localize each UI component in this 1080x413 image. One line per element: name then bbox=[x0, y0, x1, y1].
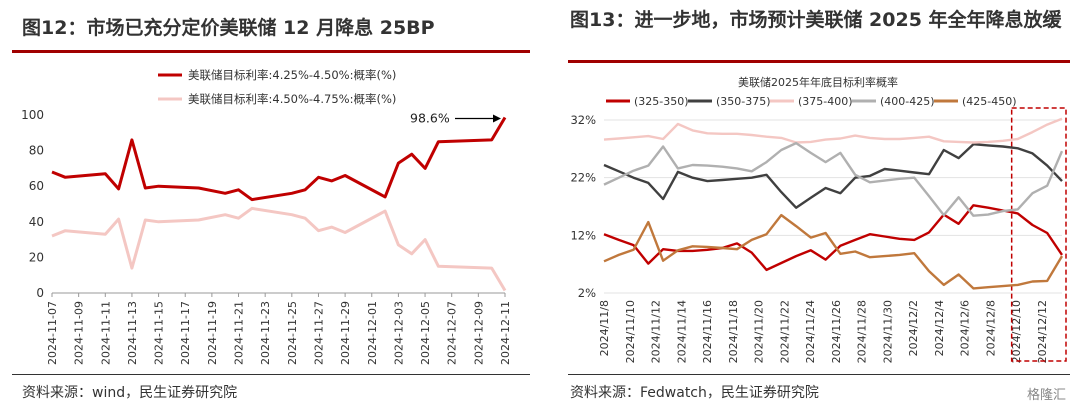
annotation-arrowhead bbox=[493, 114, 501, 123]
x-tick-label: 2024/11/28 bbox=[856, 300, 869, 363]
series-line-5 bbox=[603, 213, 1064, 290]
legend-label: (425-450) bbox=[962, 95, 1017, 108]
y-tick-label: 100 bbox=[21, 108, 44, 122]
x-tick-label: 2024-11-19 bbox=[206, 301, 219, 365]
x-tick-label: 2024/11/26 bbox=[830, 300, 843, 363]
x-tick-label: 2024/12/6 bbox=[959, 300, 972, 356]
title-rule bbox=[12, 50, 530, 53]
x-tick-label: 2024-11-23 bbox=[259, 301, 272, 365]
x-tick-label: 2024-11-11 bbox=[99, 301, 112, 365]
legend-label: 美联储目标利率:4.50%-4.75%:概率(%) bbox=[188, 92, 396, 106]
probability-line-chart: 美联储目标利率:4.25%-4.50%:概率(%) 美联储目标利率:4.50%-4… bbox=[21, 68, 512, 365]
y-tick-label: 20 bbox=[29, 250, 44, 264]
x-tick-label: 2024/11/12 bbox=[650, 300, 663, 363]
x-tick-label: 2024/12/2 bbox=[907, 300, 920, 356]
legend-label: (375-400) bbox=[798, 95, 853, 108]
series-line-2 bbox=[51, 206, 507, 292]
annotation-label: 98.6% bbox=[410, 110, 450, 125]
x-tick-label: 2024/11/10 bbox=[624, 300, 637, 363]
x-tick-label: 2024-11-25 bbox=[286, 301, 299, 365]
x-tick-label: 2024-12-05 bbox=[419, 301, 432, 365]
series-line-2 bbox=[603, 143, 1063, 209]
y-tick-label: 2% bbox=[578, 286, 596, 300]
x-tick-label: 2024/12/10 bbox=[1010, 300, 1023, 363]
x-tick-label: 2024-11-09 bbox=[73, 301, 86, 365]
x-tick-label: 2024-11-15 bbox=[153, 301, 166, 365]
source-note: 资料来源：Fedwatch，民生证券研究院 bbox=[570, 385, 819, 401]
panel-title: 图12：市场已充分定价美联储 12 月降息 25BP bbox=[22, 17, 435, 39]
x-tick-label: 2024/12/8 bbox=[984, 300, 997, 356]
x-tick-label: 2024-11-29 bbox=[339, 301, 352, 365]
x-tick-label: 2024/11/20 bbox=[753, 300, 766, 363]
panel-right: 图13：进一步地，市场预计美联储 2025 年全年降息放缓 美联储2025年年底… bbox=[556, 0, 1080, 413]
legend-label: 美联储目标利率:4.25%-4.50%:概率(%) bbox=[188, 68, 396, 82]
x-tick-label: 2024/12/4 bbox=[933, 300, 946, 356]
legend-label: (325-350) bbox=[634, 95, 689, 108]
chart-title: 美联储2025年年底目标利率概率 bbox=[738, 75, 898, 89]
x-tick-label: 2024-12-09 bbox=[472, 301, 485, 365]
watermark-logo: 格隆汇 bbox=[1026, 388, 1066, 403]
y-tick-label: 40 bbox=[29, 215, 44, 229]
series-line-1 bbox=[51, 116, 507, 202]
panel-left: 图12：市场已充分定价美联储 12 月降息 25BP 美联储目标利率:4.25%… bbox=[12, 17, 530, 401]
y-tick-label: 80 bbox=[29, 144, 44, 158]
x-tick-label: 2024/11/16 bbox=[701, 300, 714, 363]
legend-label: (400-425) bbox=[880, 95, 935, 108]
x-tick-label: 2024/11/30 bbox=[881, 300, 894, 363]
x-tick-label: 2024-11-27 bbox=[312, 301, 325, 365]
series-line-3 bbox=[603, 117, 1063, 144]
x-tick-label: 2024-11-21 bbox=[233, 301, 246, 365]
y-tick-label: 0 bbox=[36, 286, 44, 300]
y-tick-label: 60 bbox=[29, 179, 44, 193]
series-line-4 bbox=[603, 141, 1064, 217]
rate-probability-chart: 美联储2025年年底目标利率概率 (325-350) (350-375) (375-4… bbox=[570, 75, 1067, 363]
x-tick-label: 2024/11/24 bbox=[804, 300, 817, 363]
source-note: 资料来源：wind，民生证券研究院 bbox=[22, 385, 238, 401]
y-tick-label: 12% bbox=[570, 228, 596, 242]
x-tick-label: 2024/11/18 bbox=[727, 300, 740, 363]
x-tick-label: 2024-12-01 bbox=[366, 301, 379, 365]
x-tick-label: 2024-12-07 bbox=[446, 301, 459, 365]
x-tick-label: 2024-11-17 bbox=[179, 301, 192, 365]
source-rule bbox=[12, 374, 530, 375]
y-tick-label: 32% bbox=[570, 113, 596, 127]
x-tick-label: 2024/11/8 bbox=[598, 300, 611, 356]
series-line-1 bbox=[603, 204, 1063, 272]
x-tick-label: 2024/12/12 bbox=[1036, 300, 1049, 363]
x-tick-label: 2024-11-07 bbox=[46, 301, 59, 365]
x-tick-label: 2024-12-03 bbox=[392, 301, 405, 365]
title-rule bbox=[568, 60, 1070, 63]
panel-title: 图13：进一步地，市场预计美联储 2025 年全年降息放缓 bbox=[570, 9, 1062, 31]
x-tick-label: 2024-11-13 bbox=[126, 301, 139, 365]
legend-label: (350-375) bbox=[716, 95, 771, 108]
y-tick-label: 22% bbox=[570, 171, 596, 185]
highlight-box bbox=[1010, 107, 1067, 362]
x-tick-label: 2024-12-11 bbox=[499, 301, 512, 365]
x-tick-label: 2024/11/22 bbox=[778, 300, 791, 363]
x-tick-label: 2024/11/14 bbox=[675, 300, 688, 363]
source-rule bbox=[568, 374, 1070, 375]
